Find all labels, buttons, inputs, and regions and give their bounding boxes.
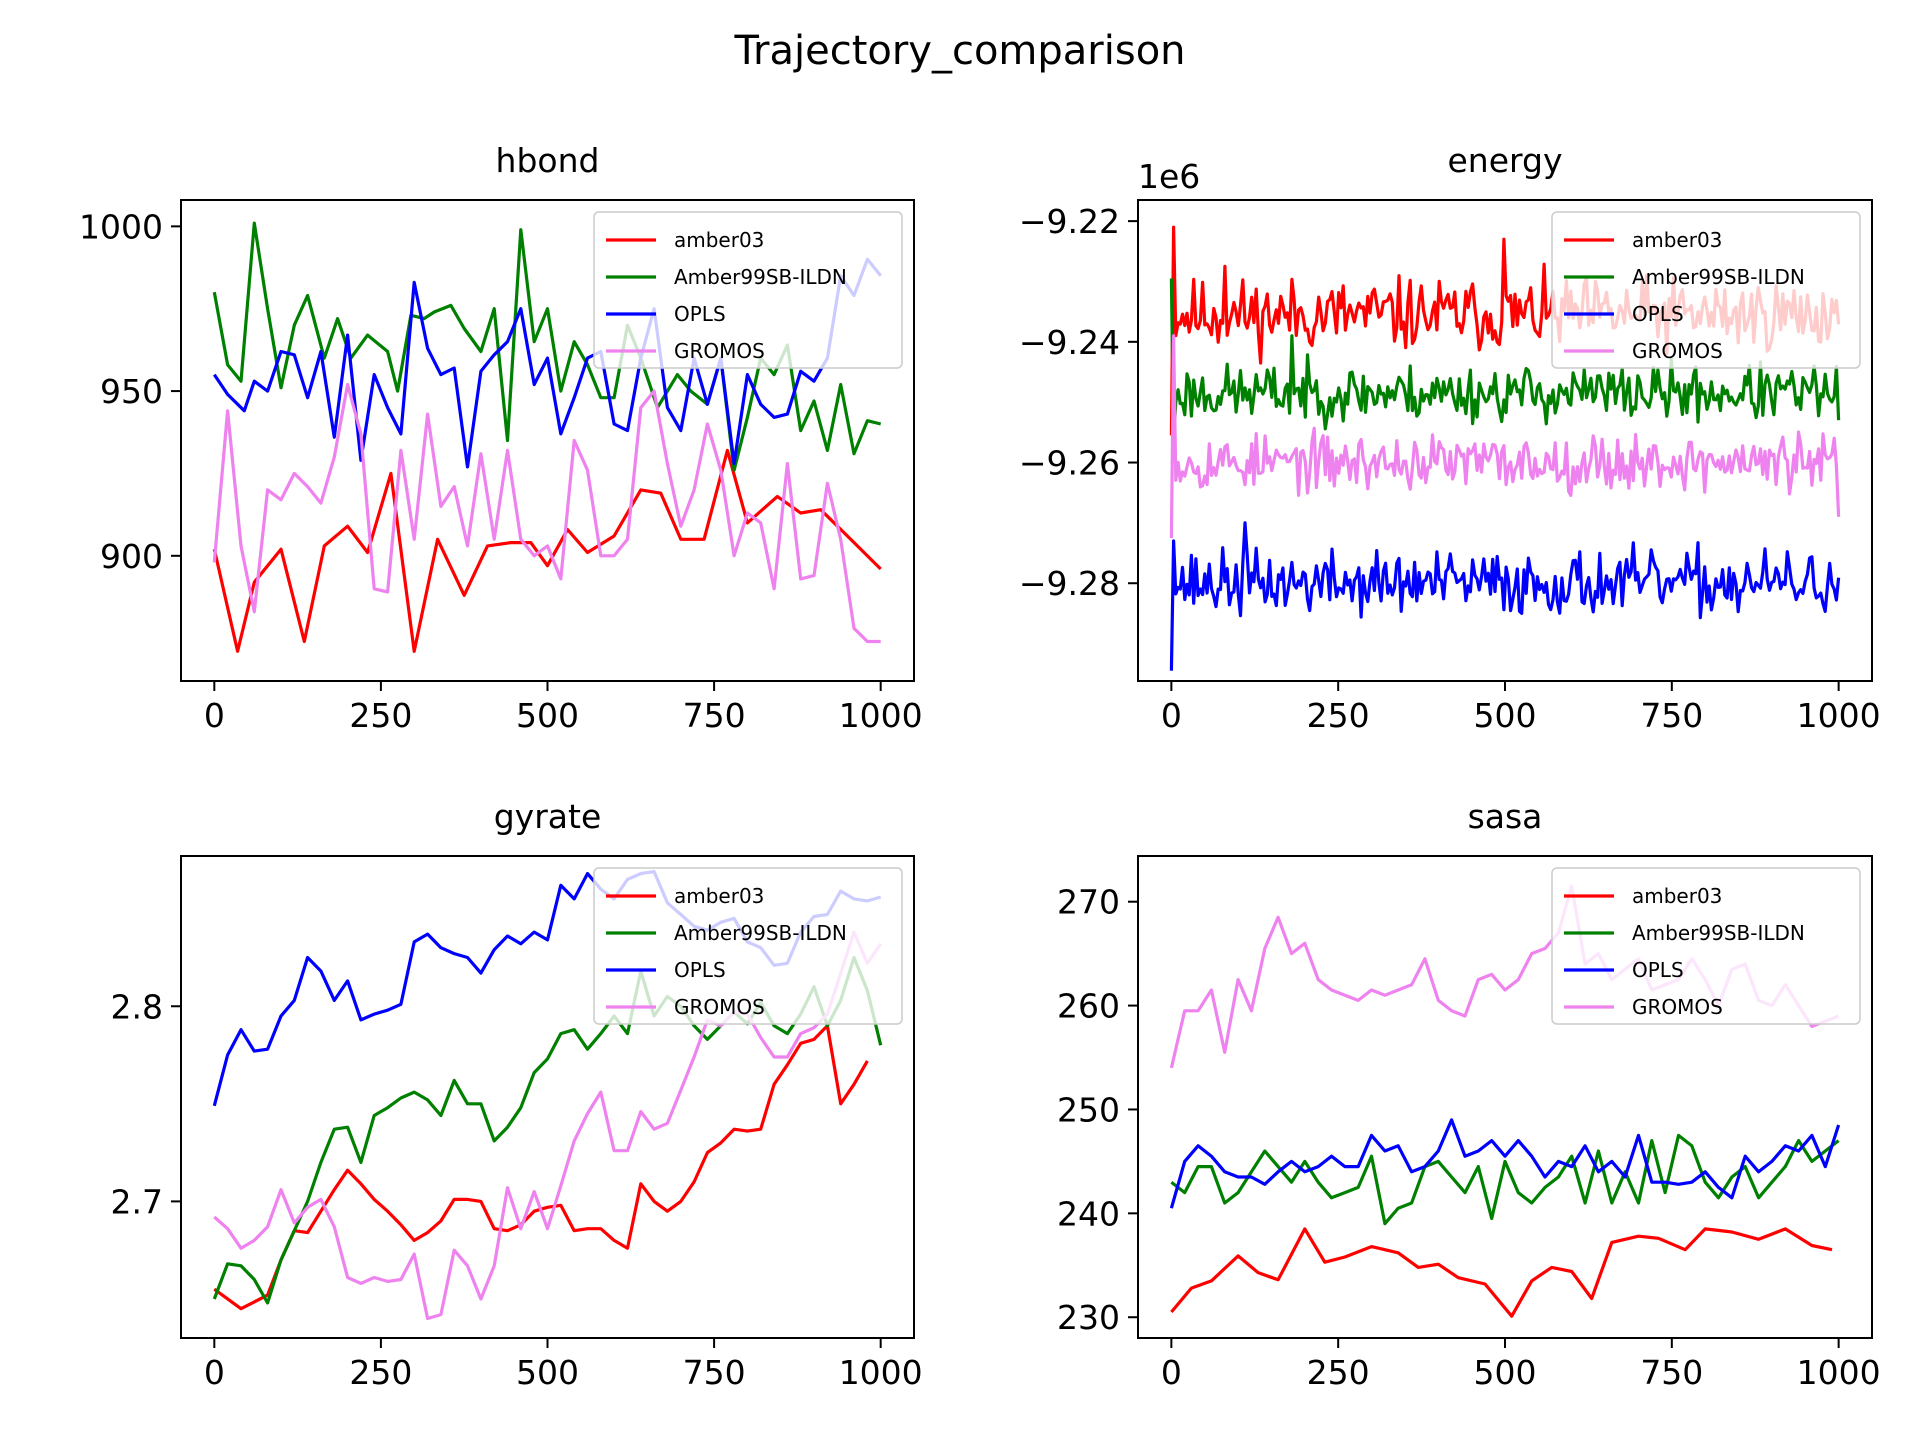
sasa-series-amber03 bbox=[1170, 1227, 1833, 1318]
sasa-legend-box bbox=[1551, 867, 1861, 1025]
sasa-ytick-label: 260 bbox=[1057, 987, 1120, 1026]
figure-title: Trajectory_comparison bbox=[733, 28, 1185, 74]
energy-series-amber99sb-ildn bbox=[1169, 278, 1841, 440]
hbond-series-amber03 bbox=[212, 448, 882, 653]
hbond-ytick-label: 950 bbox=[100, 372, 163, 411]
gyrate-xtick-label: 250 bbox=[349, 1353, 412, 1392]
energy-legend: amber03 Amber99SB-ILDN OPLS GROMOS bbox=[1551, 211, 1861, 369]
gyrate-ytick-label: 2.7 bbox=[111, 1182, 163, 1221]
hbond-series-group bbox=[212, 221, 882, 653]
hbond-series-opls bbox=[212, 257, 882, 469]
gyrate-legend-label: OPLS bbox=[674, 958, 726, 982]
energy-ytick-label: −9.24 bbox=[1019, 323, 1120, 362]
sasa-legend-label: GROMOS bbox=[1632, 995, 1723, 1019]
hbond-panel: hbond 0 250 500 750 1000 900 950 1000 amber03 Ambe… bbox=[79, 141, 923, 735]
energy-ytick-label: −9.22 bbox=[1019, 202, 1120, 241]
sasa-ytick-label: 250 bbox=[1057, 1090, 1120, 1129]
energy-series-opls bbox=[1169, 521, 1841, 671]
hbond-legend-label: OPLS bbox=[674, 302, 726, 326]
hbond-legend-label: GROMOS bbox=[674, 339, 765, 363]
gyrate-xtick-label: 500 bbox=[516, 1353, 579, 1392]
energy-xtick-label: 0 bbox=[1161, 696, 1182, 735]
hbond-legend-label: Amber99SB-ILDN bbox=[674, 265, 847, 289]
hbond-xtick-label: 500 bbox=[516, 696, 579, 735]
energy-legend-label: Amber99SB-ILDN bbox=[1632, 265, 1805, 289]
energy-xtick-label: 750 bbox=[1640, 696, 1703, 735]
sasa-ytick-label: 270 bbox=[1057, 883, 1120, 922]
sasa-ytick-label: 240 bbox=[1057, 1194, 1120, 1233]
gyrate-legend-box bbox=[593, 867, 903, 1025]
hbond-xtick-label: 0 bbox=[204, 696, 225, 735]
sasa-xtick-label: 500 bbox=[1474, 1353, 1537, 1392]
energy-legend-label: GROMOS bbox=[1632, 339, 1723, 363]
gyrate-legend-label: GROMOS bbox=[674, 995, 765, 1019]
energy-xtick-label: 500 bbox=[1474, 696, 1537, 735]
sasa-series-amber99sb-ildn bbox=[1170, 1133, 1840, 1226]
gyrate-panel: gyrate 0 250 500 750 1000 2.7 2.8 amber03 Amber99… bbox=[111, 797, 923, 1392]
gyrate-xtick-label: 750 bbox=[683, 1353, 746, 1392]
subplot-grid: hbond 0 250 500 750 1000 900 950 1000 amber03 Ambe… bbox=[79, 141, 1881, 1392]
energy-legend-label: amber03 bbox=[1632, 228, 1722, 252]
hbond-xtick-label: 1000 bbox=[839, 696, 923, 735]
hbond-title: hbond bbox=[496, 141, 600, 180]
energy-ytick-label: −9.28 bbox=[1019, 564, 1120, 603]
gyrate-series-gromos bbox=[213, 930, 883, 1321]
sasa-xtick-label: 250 bbox=[1307, 1353, 1370, 1392]
sasa-legend: amber03 Amber99SB-ILDN OPLS GROMOS bbox=[1551, 867, 1861, 1025]
sasa-legend-label: amber03 bbox=[1632, 884, 1722, 908]
gyrate-legend-label: amber03 bbox=[674, 884, 764, 908]
energy-title: energy bbox=[1448, 141, 1563, 180]
gyrate-legend: amber03 Amber99SB-ILDN OPLS GROMOS bbox=[593, 867, 903, 1025]
gyrate-title: gyrate bbox=[494, 797, 602, 836]
sasa-xtick-label: 750 bbox=[1640, 1353, 1703, 1392]
hbond-ytick-label: 1000 bbox=[79, 207, 163, 246]
sasa-xtick-label: 1000 bbox=[1797, 1353, 1881, 1392]
energy-xtick-label: 1000 bbox=[1797, 696, 1881, 735]
energy-ytick-label: −9.26 bbox=[1019, 444, 1120, 483]
sasa-panel: sasa 0 250 500 750 1000 230 240 250 260 270 amber03… bbox=[1057, 797, 1881, 1392]
sasa-ytick-label: 230 bbox=[1057, 1298, 1120, 1337]
hbond-ytick-label: 900 bbox=[100, 537, 163, 576]
sasa-legend-label: OPLS bbox=[1632, 958, 1684, 982]
gyrate-ytick-label: 2.8 bbox=[111, 987, 163, 1026]
energy-legend-label: OPLS bbox=[1632, 302, 1684, 326]
sasa-xtick-label: 0 bbox=[1161, 1353, 1182, 1392]
hbond-xtick-label: 250 bbox=[349, 696, 412, 735]
hbond-legend: amber03 Amber99SB-ILDN OPLS GROMOS bbox=[593, 211, 903, 369]
energy-offset-label: 1e6 bbox=[1138, 157, 1200, 196]
gyrate-xtick-label: 0 bbox=[204, 1353, 225, 1392]
hbond-series-gromos bbox=[212, 382, 881, 644]
gyrate-xtick-label: 1000 bbox=[839, 1353, 923, 1392]
sasa-title: sasa bbox=[1468, 797, 1543, 836]
energy-legend-box bbox=[1551, 211, 1861, 369]
sasa-series-opls bbox=[1169, 1118, 1841, 1209]
gyrate-series-amber03 bbox=[213, 1024, 869, 1311]
sasa-legend-label: Amber99SB-ILDN bbox=[1632, 921, 1805, 945]
energy-series-gromos bbox=[1169, 334, 1841, 539]
hbond-series-amber99sb-ildn bbox=[212, 221, 882, 472]
gyrate-legend-label: Amber99SB-ILDN bbox=[674, 921, 847, 945]
energy-panel: energy 0 250 500 750 1000 −9.22 −9.24 −9.26 −9.28… bbox=[1019, 141, 1881, 735]
hbond-legend-box bbox=[593, 211, 903, 369]
hbond-xtick-label: 750 bbox=[683, 696, 746, 735]
hbond-legend-label: amber03 bbox=[674, 228, 764, 252]
energy-xtick-label: 250 bbox=[1307, 696, 1370, 735]
